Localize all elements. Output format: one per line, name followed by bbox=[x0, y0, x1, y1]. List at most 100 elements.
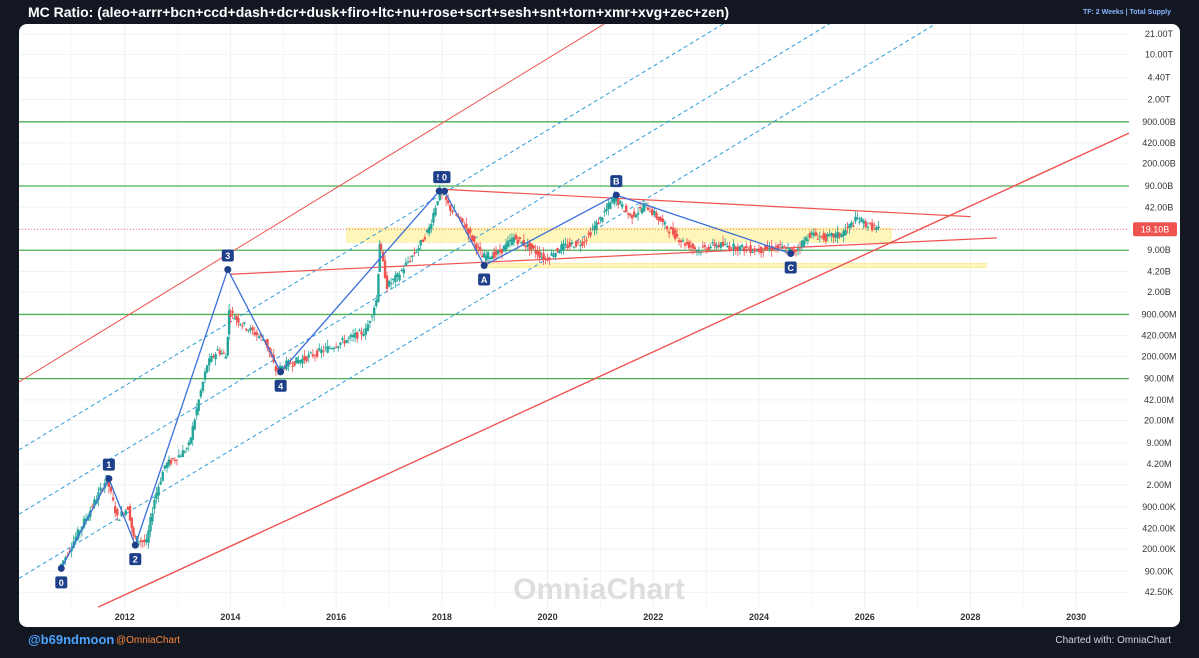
wave-label-box bbox=[274, 379, 287, 392]
candle-body bbox=[634, 214, 638, 218]
candle-body bbox=[721, 241, 725, 247]
wave-point bbox=[787, 249, 795, 257]
y-tick-label: 42.00M bbox=[1144, 395, 1174, 405]
candle-body bbox=[681, 240, 685, 242]
candle-body bbox=[309, 352, 312, 354]
candle-body bbox=[247, 330, 250, 332]
y-tick-label: 90.00M bbox=[1144, 374, 1174, 384]
candle-body bbox=[128, 506, 132, 521]
candle-body bbox=[699, 252, 703, 254]
top-bar: MC Ratio: (aleo+arrr+bcn+ccd+dash+dcr+du… bbox=[0, 0, 1199, 24]
last-price-label: 19.10B bbox=[1141, 225, 1170, 235]
candle-body bbox=[747, 249, 750, 251]
candle-body bbox=[734, 246, 737, 251]
candle-body bbox=[558, 251, 561, 254]
candle-body bbox=[187, 442, 191, 446]
candle-body bbox=[669, 226, 673, 230]
candle-body bbox=[695, 250, 699, 252]
wave-label: A bbox=[481, 275, 488, 285]
candle-body bbox=[552, 255, 555, 257]
candle-body bbox=[111, 497, 115, 501]
x-tick-label: 2020 bbox=[538, 612, 558, 622]
candle-body bbox=[313, 355, 317, 357]
candle-body bbox=[577, 241, 580, 243]
candle-body bbox=[852, 225, 855, 227]
channel-lower bbox=[97, 132, 1130, 608]
zones bbox=[346, 227, 987, 268]
candle-body bbox=[341, 338, 344, 341]
candle-body bbox=[585, 239, 588, 241]
candle-body bbox=[728, 245, 731, 250]
wave-label-box bbox=[55, 576, 68, 589]
channel-middle bbox=[19, 24, 937, 579]
channel-lines bbox=[19, 24, 1130, 608]
price-chart[interactable]: 0123450ABC 19.10B OmniaChart 21.00T10.00… bbox=[19, 24, 1180, 627]
candle-body bbox=[373, 307, 376, 316]
candle-body bbox=[705, 248, 709, 251]
wave-line-impulse bbox=[60, 190, 440, 569]
candle-body bbox=[216, 349, 219, 351]
candle-body bbox=[572, 247, 576, 249]
author-handle[interactable]: @b69ndmoon bbox=[28, 632, 115, 647]
candle-body bbox=[235, 315, 238, 320]
candle-body bbox=[619, 201, 622, 204]
wave-point bbox=[224, 266, 232, 274]
grid bbox=[19, 24, 1129, 607]
candle-body bbox=[185, 448, 189, 450]
y-tick-label: 9.00B bbox=[1147, 245, 1171, 255]
candle-body bbox=[301, 358, 304, 364]
chart-panel[interactable]: 0123450ABC 19.10B OmniaChart 21.00T10.00… bbox=[19, 24, 1180, 627]
candle-body bbox=[379, 244, 383, 250]
brand-handle[interactable]: @OmniaChart bbox=[116, 635, 181, 646]
candle-body bbox=[406, 261, 410, 263]
candle-body bbox=[574, 241, 578, 247]
candle-body bbox=[528, 242, 531, 251]
candle-body bbox=[828, 234, 831, 236]
candle-body bbox=[726, 245, 729, 247]
candle-body bbox=[778, 244, 782, 246]
candle-body bbox=[624, 205, 628, 212]
candle-body bbox=[153, 499, 156, 509]
candle-body bbox=[400, 270, 403, 272]
candle-body bbox=[345, 339, 348, 343]
candle-body bbox=[463, 225, 466, 228]
candle-body bbox=[381, 251, 385, 262]
y-tick-label: 90.00B bbox=[1145, 181, 1174, 191]
y-tick-label: 10.00T bbox=[1145, 50, 1174, 60]
y-tick-label: 42.50K bbox=[1145, 587, 1174, 597]
candle-body bbox=[421, 239, 425, 243]
candle-body bbox=[475, 243, 478, 250]
candle-body bbox=[461, 218, 464, 223]
candle-body bbox=[536, 250, 539, 256]
candle-body bbox=[560, 244, 563, 252]
candle-body bbox=[241, 325, 244, 327]
x-tick-label: 2018 bbox=[432, 612, 452, 622]
candle-body bbox=[703, 245, 707, 248]
candle-body bbox=[824, 234, 827, 242]
candle-body bbox=[227, 310, 231, 335]
candle-body bbox=[554, 253, 557, 257]
candle-body bbox=[675, 233, 679, 237]
candle-body bbox=[237, 317, 240, 324]
candle-body bbox=[677, 240, 681, 243]
candle-body bbox=[351, 334, 355, 338]
candle-body bbox=[814, 232, 818, 236]
candle-body bbox=[387, 280, 391, 287]
candle-body bbox=[299, 360, 302, 363]
candle-body bbox=[740, 244, 744, 248]
candle-body bbox=[408, 261, 412, 263]
wave-count: 0123450ABC bbox=[55, 171, 797, 589]
wave-label: 4 bbox=[278, 381, 283, 391]
candle-body bbox=[199, 390, 203, 397]
candle-body bbox=[332, 348, 336, 350]
candle-body bbox=[411, 255, 414, 258]
candle-body bbox=[84, 518, 88, 521]
candle-body bbox=[398, 274, 401, 281]
candle-body bbox=[233, 318, 236, 320]
candle-body bbox=[870, 222, 874, 231]
candle-body bbox=[116, 509, 119, 516]
candle-body bbox=[836, 231, 839, 239]
candle-body bbox=[145, 539, 148, 543]
candle-body bbox=[181, 450, 185, 458]
candle-body bbox=[691, 243, 695, 249]
